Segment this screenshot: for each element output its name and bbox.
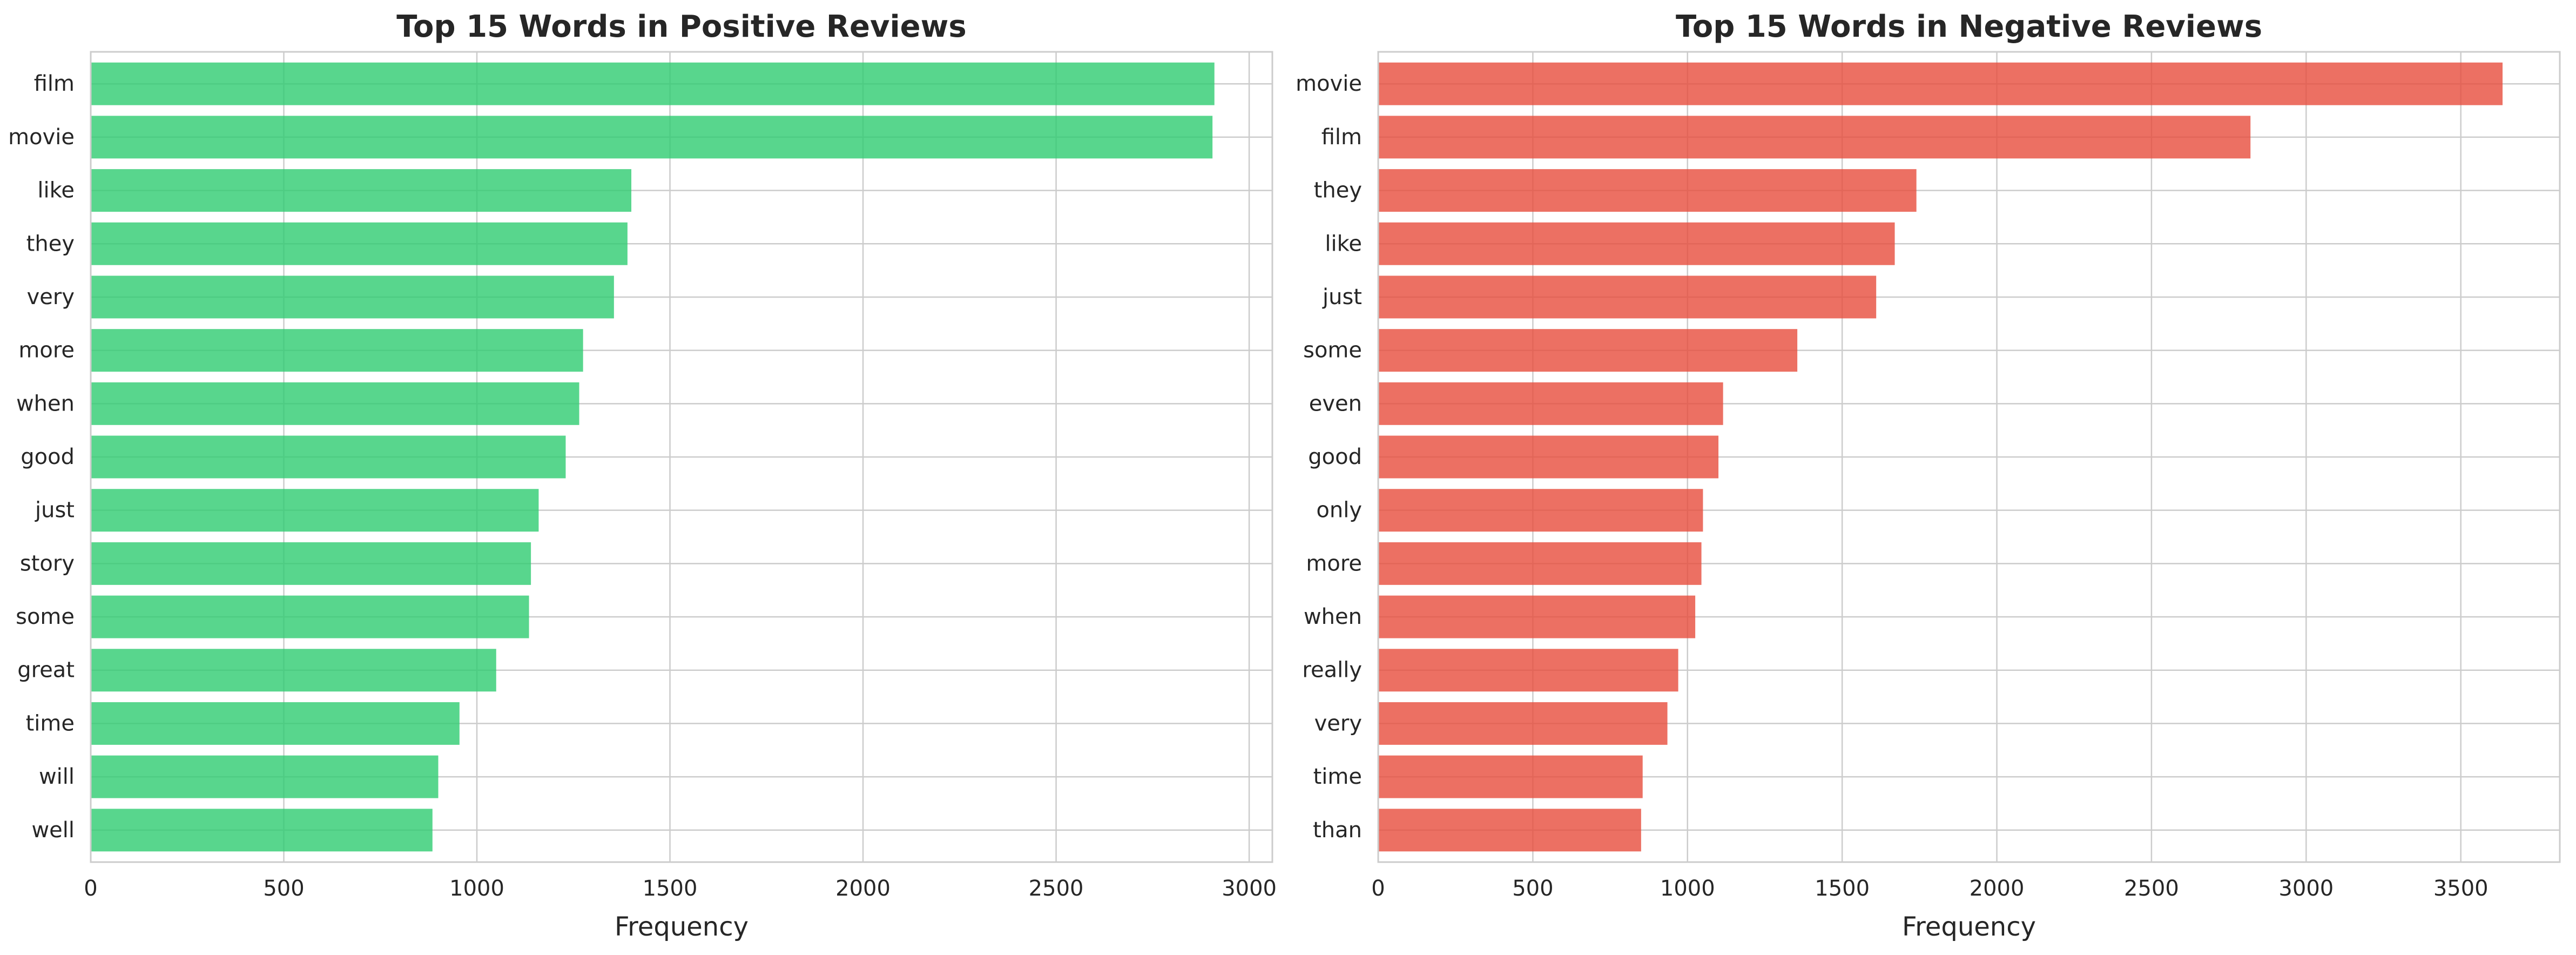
negative-ytick-label: very: [1314, 711, 1362, 736]
negative-ytick-label: when: [1304, 604, 1362, 629]
positive-ytick-label: film: [34, 71, 75, 96]
positive-xtick-label: 0: [84, 876, 97, 901]
positive-ytick-label: just: [35, 498, 75, 523]
negative-xtick-label: 0: [1371, 876, 1385, 901]
positive-ytick-label: they: [26, 231, 75, 256]
positive-xtick-label: 500: [263, 876, 304, 901]
negative-ytick-label: movie: [1296, 71, 1362, 96]
negative-ytick-label: good: [1308, 445, 1362, 469]
positive-chart-xlabel: Frequency: [615, 912, 748, 942]
positive-reviews-chart: Top 15 Words in Positive Reviews Frequen…: [8, 9, 1277, 942]
negative-xtick-label: 1500: [1815, 876, 1870, 901]
negative-ytick-label: really: [1302, 658, 1362, 683]
negative-ytick-label: some: [1303, 338, 1362, 363]
negative-xtick-label: 2500: [2124, 876, 2179, 901]
negative-ytick-label: time: [1313, 764, 1362, 789]
negative-bar-even: [1378, 382, 1723, 425]
negative-bar-than: [1378, 809, 1641, 852]
positive-ytick-label: some: [16, 604, 75, 629]
negative-reviews-chart: Top 15 Words in Negative Reviews Frequen…: [1296, 9, 2561, 942]
negative-xtick-label: 3500: [2433, 876, 2489, 901]
positive-bar-movie: [91, 116, 1213, 159]
positive-ytick-label: movie: [8, 125, 75, 150]
positive-ytick-label: good: [21, 445, 75, 469]
positive-ytick-label: more: [18, 338, 75, 363]
positive-bar-great: [91, 649, 496, 692]
negative-ytick-label: they: [1314, 178, 1362, 203]
positive-bar-very: [91, 275, 614, 319]
positive-xtick-label: 2000: [835, 876, 891, 901]
positive-ytick-label: time: [26, 711, 75, 736]
negative-chart-title: Top 15 Words in Negative Reviews: [1676, 9, 2262, 44]
positive-xtick-label: 2500: [1029, 876, 1084, 901]
negative-bar-some: [1378, 329, 1798, 372]
negative-xtick-label: 1000: [1660, 876, 1715, 901]
negative-bar-more: [1378, 542, 1702, 585]
positive-bar-like: [91, 169, 632, 212]
negative-bar-like: [1378, 222, 1895, 265]
negative-axes-frame: [1377, 51, 2561, 863]
positive-bar-story: [91, 542, 531, 585]
positive-ytick-label: story: [20, 551, 75, 576]
positive-ytick-label: well: [31, 818, 75, 843]
positive-ytick-label: very: [27, 285, 75, 310]
positive-bar-good: [91, 435, 566, 479]
negative-bar-time: [1378, 755, 1643, 798]
positive-bar-just: [91, 489, 539, 532]
negative-bar-movie: [1378, 62, 2503, 105]
positive-bar-some: [91, 595, 529, 638]
positive-ytick-label: like: [37, 178, 75, 203]
positive-bar-when: [91, 382, 579, 425]
positive-bar-film: [91, 62, 1215, 105]
positive-ytick-label: great: [17, 658, 75, 683]
negative-xtick-label: 3000: [2278, 876, 2334, 901]
positive-bar-time: [91, 702, 460, 745]
negative-ytick-label: just: [1322, 285, 1362, 310]
negative-bar-they: [1378, 169, 1917, 212]
negative-ytick-label: like: [1325, 231, 1362, 256]
positive-bar-more: [91, 329, 583, 372]
positive-ytick-label: will: [39, 764, 75, 789]
negative-bar-just: [1378, 275, 1877, 319]
negative-ytick-label: only: [1316, 498, 1362, 523]
negative-bar-when: [1378, 595, 1696, 638]
negative-chart-xlabel: Frequency: [1902, 912, 2036, 942]
positive-xtick-label: 1500: [643, 876, 698, 901]
positive-xtick-label: 1000: [449, 876, 504, 901]
negative-ytick-label: than: [1313, 818, 1362, 843]
positive-chart-title: Top 15 Words in Positive Reviews: [396, 9, 966, 44]
positive-bar-will: [91, 755, 439, 798]
negative-ytick-label: more: [1306, 551, 1362, 576]
positive-xtick-label: 3000: [1222, 876, 1277, 901]
negative-plot-area: [1377, 51, 2561, 863]
positive-bar-well: [91, 809, 433, 852]
positive-plot-area: [90, 51, 1273, 863]
negative-bar-very: [1378, 702, 1668, 745]
positive-axes-frame: [90, 51, 1273, 863]
positive-ytick-label: when: [16, 391, 75, 416]
negative-bar-film: [1378, 116, 2251, 159]
negative-bar-really: [1378, 649, 1678, 692]
negative-bar-only: [1378, 489, 1703, 532]
positive-bar-they: [91, 222, 628, 265]
negative-xtick-label: 500: [1512, 876, 1553, 901]
negative-xtick-label: 2000: [1970, 876, 2025, 901]
negative-ytick-label: film: [1321, 125, 1362, 150]
negative-ytick-label: even: [1309, 391, 1362, 416]
negative-bar-good: [1378, 435, 1719, 479]
